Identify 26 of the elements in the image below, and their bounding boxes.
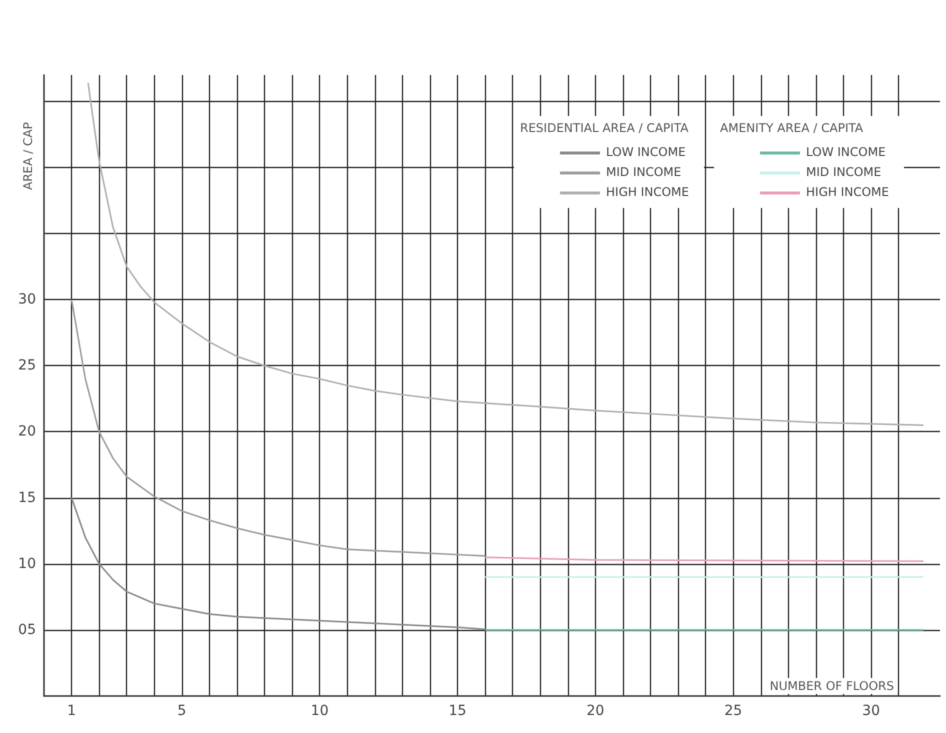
line-series xyxy=(70,497,486,630)
x-tick-label: 20 xyxy=(586,703,604,719)
x-tick-label: 1 xyxy=(67,703,76,719)
legend-label: MID INCOME xyxy=(806,165,882,179)
annotation: AMENITY AREA / CAPITA xyxy=(720,121,864,135)
legend-label: MID INCOME xyxy=(606,165,682,179)
annotation: RESIDENTIAL AREA / CAPITA xyxy=(520,121,690,135)
line-series xyxy=(87,82,924,426)
x-tick-label: 15 xyxy=(448,703,466,719)
y-tick-label: 20 xyxy=(18,424,36,440)
x-axis-title: NUMBER OF FLOORS xyxy=(770,679,894,693)
y-tick-label: 30 xyxy=(18,292,36,308)
x-tick-label: 10 xyxy=(310,703,329,719)
y-tick-label: 10 xyxy=(18,556,36,572)
legend-label: LOW INCOME xyxy=(606,145,686,159)
x-tick-label: 5 xyxy=(177,703,186,719)
y-tick-label: 15 xyxy=(18,490,36,506)
y-tick-label: 25 xyxy=(18,358,36,374)
y-axis-title: AREA / CAP xyxy=(21,122,35,190)
line-series xyxy=(70,298,486,557)
x-tick-label: 30 xyxy=(862,703,880,719)
legend-label: HIGH INCOME xyxy=(606,185,689,199)
legend-label: HIGH INCOME xyxy=(806,185,889,199)
y-tick-label: 05 xyxy=(18,622,36,638)
x-tick-label: 25 xyxy=(724,703,742,719)
legend-label: LOW INCOME xyxy=(806,145,886,159)
